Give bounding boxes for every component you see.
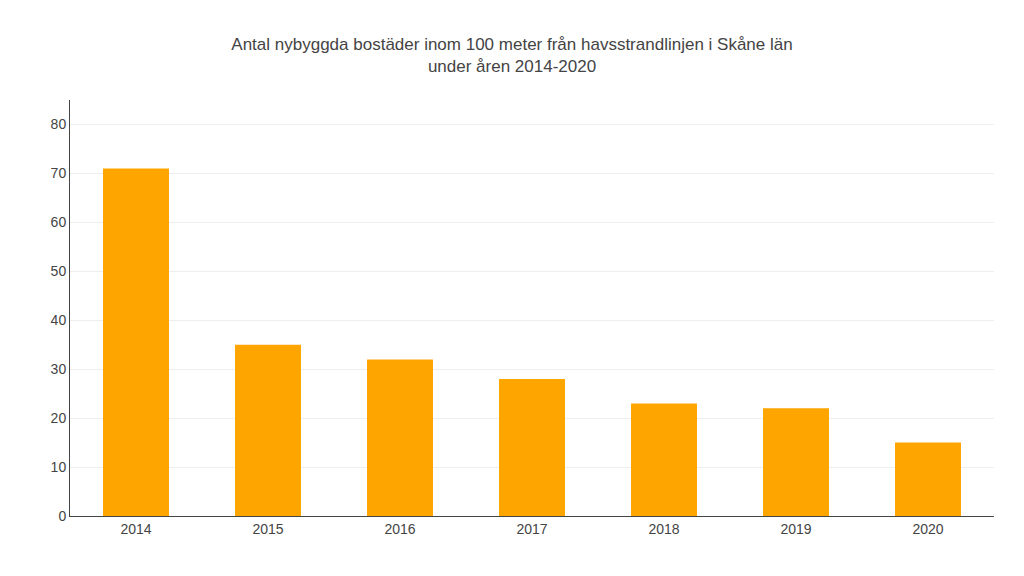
svg-text:2016: 2016 (384, 521, 415, 537)
svg-text:2018: 2018 (648, 521, 679, 537)
svg-text:70: 70 (51, 165, 67, 181)
svg-text:40: 40 (51, 312, 67, 328)
svg-text:10: 10 (51, 459, 67, 475)
svg-text:0: 0 (58, 508, 66, 524)
svg-text:2015: 2015 (252, 521, 283, 537)
svg-text:2019: 2019 (780, 521, 811, 537)
svg-text:20: 20 (51, 410, 67, 426)
svg-text:60: 60 (51, 214, 67, 230)
svg-text:80: 80 (51, 116, 67, 132)
svg-text:30: 30 (51, 361, 67, 377)
svg-text:2017: 2017 (516, 521, 547, 537)
svg-text:2020: 2020 (912, 521, 943, 537)
svg-text:50: 50 (51, 263, 67, 279)
svg-text:Antal nybyggda bostäder inom 1: Antal nybyggda bostäder inom 100 meter f… (231, 35, 792, 76)
svg-text:2014: 2014 (120, 521, 151, 537)
